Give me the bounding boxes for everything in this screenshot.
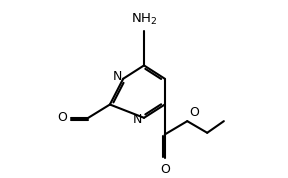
Text: NH$_2$: NH$_2$ — [131, 12, 157, 27]
Text: O: O — [57, 111, 67, 124]
Text: O: O — [189, 106, 199, 119]
Text: N: N — [133, 113, 142, 126]
Text: O: O — [160, 163, 170, 176]
Text: N: N — [113, 70, 122, 83]
